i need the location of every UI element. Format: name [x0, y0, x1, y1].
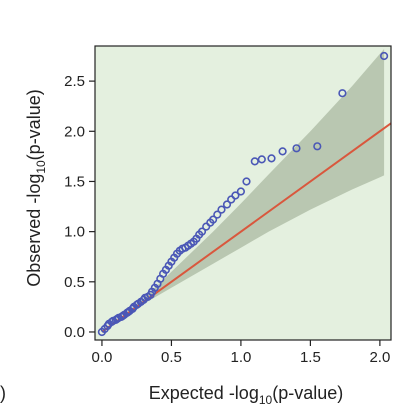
y-tick-label: 0.0 [64, 324, 85, 341]
y-tick-label: 1.0 [64, 224, 85, 241]
x-axis: 0.0 0.5 1.0 1.5 2.0 [92, 340, 390, 366]
data-point [217, 205, 226, 214]
plot-frame [94, 45, 392, 341]
data-point [213, 210, 222, 219]
data-point [209, 215, 218, 224]
data-points [97, 51, 389, 337]
data-point [338, 89, 347, 98]
y-tick-label: 2.0 [64, 123, 85, 140]
data-point [231, 191, 240, 200]
y-tick-label: 0.5 [64, 274, 85, 291]
y-axis: 0.0 0.5 1.0 1.5 2.0 2.5 [64, 73, 95, 341]
x-tick-label: 0.5 [161, 349, 182, 366]
data-point [242, 177, 251, 186]
confidence-band [101, 49, 385, 332]
y-tick-label: 2.5 [64, 73, 85, 90]
x-tick-label: 2.0 [369, 349, 390, 366]
x-axis-title: Expected -log10(p-value) [149, 383, 343, 407]
panel-label-fragment: ) [0, 383, 6, 403]
data-point [278, 147, 287, 156]
data-point [267, 154, 276, 163]
data-point [380, 51, 389, 61]
x-tick-label: 1.0 [230, 349, 251, 366]
y-tick-label: 1.5 [64, 173, 85, 190]
data-point [222, 200, 232, 209]
data-point [292, 144, 301, 153]
x-tick-label: 0.0 [92, 349, 113, 366]
reference-line [101, 122, 391, 333]
data-point [250, 157, 259, 166]
x-tick-label: 1.5 [300, 349, 321, 366]
data-point [236, 187, 245, 196]
data-point [257, 155, 266, 164]
data-point [197, 227, 207, 236]
y-axis-title: Observed -log10(p-value) [24, 89, 48, 286]
data-point [313, 142, 322, 151]
